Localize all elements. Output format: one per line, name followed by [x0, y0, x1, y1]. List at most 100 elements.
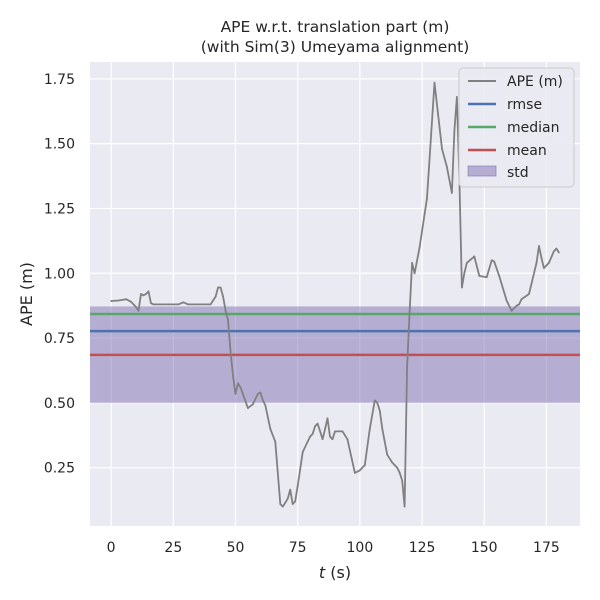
x-tick-label: 175: [533, 540, 560, 556]
ape-data-point: [473, 255, 476, 258]
ape-data-point: [159, 303, 162, 306]
ape-data-point: [433, 81, 436, 84]
ape-data-point: [455, 96, 458, 98]
ape-data-point: [214, 295, 217, 298]
ape-data-point: [518, 303, 520, 306]
ape-data-point: [505, 299, 508, 302]
ape-data-point: [237, 382, 239, 385]
y-tick-label: 1.25: [44, 201, 75, 217]
ape-data-point: [538, 245, 540, 247]
ape-data-point: [346, 438, 349, 441]
ape-data-point: [510, 309, 513, 312]
ape-data-point: [187, 303, 190, 306]
y-axis-label: APE (m): [17, 262, 36, 326]
ape-data-point: [381, 427, 384, 430]
ape-data-point: [252, 403, 254, 406]
legend-median-label: median: [507, 120, 559, 136]
ape-data-point: [227, 319, 229, 321]
ape-data-point: [411, 261, 414, 264]
ape-data-point: [451, 192, 453, 194]
ape-data-point: [281, 505, 284, 508]
ape-data-point: [209, 303, 212, 306]
ape-data-point: [545, 264, 548, 267]
ape-data-point: [117, 299, 120, 302]
chart-title-line-1: APE w.r.t. translation part (m): [221, 18, 450, 36]
ape-data-point: [485, 276, 488, 279]
ape-data-point: [393, 464, 396, 466]
ape-data-point: [368, 427, 371, 430]
ape-data-points: [110, 81, 560, 508]
ape-data-point: [137, 309, 140, 312]
ape-data-point: [177, 303, 180, 306]
ape-data-point: [232, 374, 234, 377]
x-tick-label: 75: [289, 540, 307, 556]
ape-data-point: [289, 488, 292, 491]
ape-data-point: [219, 286, 222, 289]
ape-data-point: [130, 300, 132, 303]
ape-data-point: [110, 300, 113, 302]
legend-ape-label: APE (m): [507, 74, 563, 90]
ape-data-point: [256, 392, 259, 395]
y-tick-label: 1.00: [44, 266, 75, 282]
x-tick-label: 150: [471, 540, 498, 556]
legend-rmse-label: rmse: [507, 97, 542, 113]
ape-data-point: [296, 484, 299, 487]
ape-data-point: [543, 267, 545, 269]
ape-data-point: [391, 461, 394, 464]
ape-data-point: [460, 286, 463, 289]
x-tick-label: 25: [164, 540, 182, 556]
chart-title-line-2: (with Sim(3) Umeyama alignment): [201, 38, 470, 56]
ape-data-point: [261, 399, 264, 402]
ape-data-point: [413, 272, 416, 275]
ape-data-point: [528, 293, 530, 295]
ape-data-point: [197, 303, 200, 306]
legend: APE (m) rmse median mean std: [458, 67, 575, 188]
ape-data-point: [334, 430, 336, 433]
x-tick-label: 100: [347, 540, 374, 556]
ape-data-point: [142, 294, 145, 297]
ape-data-point: [363, 464, 366, 466]
ape-data-point: [217, 286, 219, 289]
ape-data-point: [229, 350, 232, 352]
ape-data-point: [314, 425, 317, 428]
ape-data-point: [341, 430, 344, 433]
y-tick-label: 0.25: [44, 461, 75, 477]
x-tick-label: 0: [107, 540, 116, 556]
ape-data-point: [373, 399, 376, 402]
ape-data-point: [247, 407, 249, 409]
ape-data-point: [465, 261, 468, 264]
ape-data-point: [498, 274, 501, 277]
ape-data-point: [182, 301, 185, 304]
ape-data-point: [264, 404, 267, 407]
ape-data-point: [140, 293, 142, 295]
ape-data-point: [321, 438, 324, 441]
ape-data-point: [403, 505, 406, 508]
ape-data-point: [224, 309, 227, 312]
ape-data-point: [286, 497, 289, 500]
ape-data-point: [557, 251, 560, 254]
ape-data-point: [279, 503, 282, 505]
ape-data-point: [515, 304, 518, 307]
ape-data-point: [552, 250, 555, 253]
ape-data-point: [172, 303, 175, 306]
ape-data-point: [548, 261, 550, 264]
legend-box: [458, 67, 575, 188]
legend-std-label: std: [507, 165, 529, 181]
ape-data-point: [378, 409, 381, 412]
ape-data-point: [152, 303, 155, 306]
ape-data-point: [269, 427, 272, 430]
ape-data-point: [463, 272, 466, 275]
ape-data-point: [401, 479, 404, 482]
x-tick-label: 125: [409, 540, 436, 556]
ape-data-point: [386, 453, 389, 456]
ape-data-point: [301, 451, 304, 454]
y-tick-label: 1.75: [44, 72, 75, 88]
ape-data-point: [331, 438, 334, 441]
ape-data-point: [408, 311, 411, 314]
ape-data-point: [418, 246, 421, 249]
ape-data-point: [147, 290, 150, 293]
ape-data-point: [309, 435, 312, 438]
y-tick-label: 0.50: [44, 396, 75, 412]
ape-data-point: [291, 503, 294, 505]
